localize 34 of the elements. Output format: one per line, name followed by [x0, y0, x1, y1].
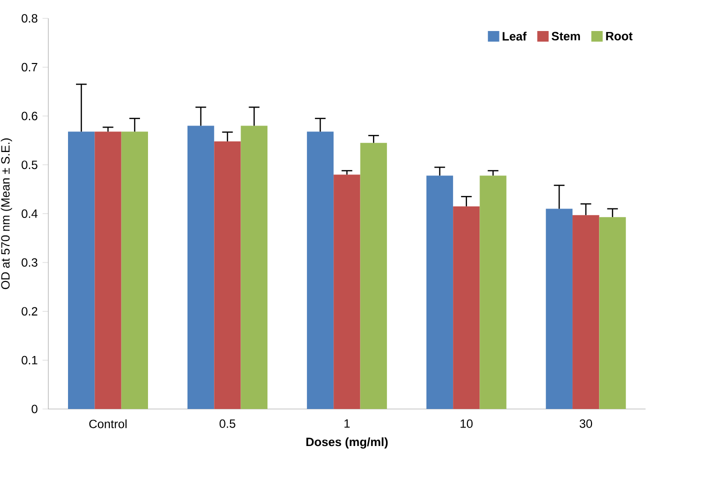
y-axis-title: OD at 570 nm (Mean ± S.E.) [0, 138, 12, 290]
legend-label: Stem [552, 32, 580, 40]
y-tick-label: 0.8 [22, 14, 38, 23]
bar [214, 141, 241, 409]
y-tick-label: 0.5 [22, 160, 38, 170]
bar [334, 174, 360, 409]
legend-label: Root [606, 32, 633, 40]
bar [187, 126, 214, 409]
x-tick-label: 0.5 [220, 419, 236, 428]
y-tick-label: 0.2 [22, 307, 38, 316]
bar [599, 217, 626, 409]
bar [360, 142, 387, 409]
bar [94, 132, 122, 409]
bar [480, 176, 506, 409]
x-tick-label: 1 [344, 419, 350, 428]
bar [306, 132, 334, 409]
bar [68, 132, 95, 409]
y-tick-label: 0.4 [22, 209, 38, 218]
y-tick-label: 0.3 [22, 258, 38, 267]
x-tick-label: Control [89, 419, 127, 428]
x-tick-label: 30 [580, 419, 592, 428]
bar [572, 215, 600, 409]
bar [121, 132, 148, 409]
y-tick-label: 0 [32, 404, 38, 414]
bar [240, 126, 268, 409]
bar [453, 206, 480, 409]
x-tick-label: 10 [460, 419, 473, 428]
x-axis-title: Doses (mg/ml) [306, 437, 388, 449]
y-tick-label: 0.6 [22, 112, 38, 120]
y-tick-label: 0.1 [22, 356, 38, 364]
bar [546, 208, 573, 409]
y-tick-label: 0.7 [22, 62, 38, 72]
bar [426, 176, 454, 409]
legend-label: Leaf [502, 32, 527, 41]
